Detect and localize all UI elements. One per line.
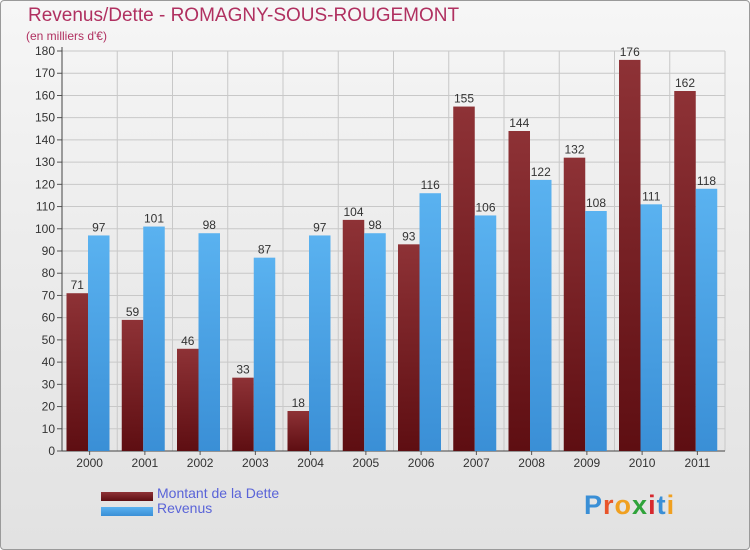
- bar-dette-2004: [287, 411, 309, 451]
- data-label-revenus-2003: 87: [258, 243, 272, 257]
- ytick-label: 140: [35, 133, 55, 147]
- ytick-label: 20: [42, 400, 56, 414]
- ytick-label: 100: [35, 222, 55, 236]
- bar-revenus-2002: [198, 233, 220, 451]
- data-label-revenus-2011: 118: [697, 174, 716, 188]
- data-label-dette-2001: 59: [126, 305, 140, 319]
- logo-letter: t: [656, 490, 667, 520]
- xtick-label: 2005: [353, 456, 380, 470]
- data-label-dette-2007: 155: [454, 92, 474, 106]
- xtick-label: 2002: [187, 456, 214, 470]
- data-label-dette-2005: 104: [343, 205, 363, 219]
- logo-letter: r: [603, 490, 615, 520]
- legend-label-dette: Montant de la Dette: [157, 485, 280, 501]
- xtick-label: 2009: [574, 456, 601, 470]
- data-label-dette-2006: 93: [402, 229, 416, 243]
- data-label-dette-2011: 162: [675, 76, 695, 90]
- data-label-revenus-2005: 98: [368, 218, 382, 232]
- data-label-revenus-2009: 108: [586, 196, 606, 210]
- xtick-label: 2003: [242, 456, 269, 470]
- xtick-label: 2004: [297, 456, 324, 470]
- data-label-dette-2004: 18: [292, 396, 306, 410]
- ytick-label: 170: [35, 66, 55, 80]
- bar-revenus-2010: [640, 204, 662, 451]
- bar-revenus-2008: [530, 179, 552, 451]
- data-label-revenus-2007: 106: [475, 200, 495, 214]
- logo-letter: x: [632, 490, 649, 520]
- data-label-dette-2010: 176: [620, 45, 640, 59]
- bar-revenus-2004: [309, 235, 331, 451]
- xtick-label: 2007: [463, 456, 490, 470]
- bar-revenus-2001: [143, 226, 165, 451]
- data-label-revenus-2006: 116: [421, 178, 440, 192]
- bar-dette-2007: [453, 106, 475, 452]
- bar-revenus-2005: [364, 233, 386, 451]
- data-label-dette-2009: 132: [564, 143, 584, 157]
- legend-swatch-revenus: [101, 507, 153, 516]
- legend-swatch-dette: [101, 492, 153, 501]
- data-label-revenus-2001: 101: [144, 212, 164, 226]
- xtick-label: 2006: [408, 456, 435, 470]
- ytick-label: 120: [35, 177, 55, 191]
- bar-revenus-2011: [695, 188, 718, 451]
- bar-dette-2005: [342, 219, 365, 451]
- bar-revenus-2000: [88, 235, 110, 451]
- ytick-label: 160: [35, 88, 55, 102]
- data-label-dette-2002: 46: [181, 334, 195, 348]
- data-label-dette-2008: 144: [509, 116, 529, 130]
- data-label-dette-2003: 33: [236, 363, 250, 377]
- bar-revenus-2007: [474, 215, 497, 451]
- data-label-revenus-2000: 97: [92, 220, 106, 234]
- bar-dette-2002: [177, 348, 199, 451]
- ytick-label: 130: [35, 155, 55, 169]
- ytick-label: 80: [42, 266, 56, 280]
- proxiti-logo: Proxiti: [584, 490, 675, 521]
- bar-dette-2008: [508, 131, 530, 451]
- ytick-label: 110: [36, 200, 55, 214]
- bar-dette-2011: [674, 91, 696, 451]
- logo-letter: i: [666, 490, 676, 520]
- bar-dette-2010: [619, 59, 641, 452]
- ytick-label: 50: [42, 333, 56, 347]
- bar-dette-2003: [232, 377, 254, 451]
- bar-dette-2001: [121, 319, 144, 451]
- data-label-revenus-2008: 122: [531, 165, 551, 179]
- ytick-label: 10: [42, 422, 56, 436]
- xtick-label: 2011: [684, 456, 710, 470]
- ytick-label: 150: [35, 111, 55, 125]
- xtick-label: 2001: [132, 456, 159, 470]
- xtick-label: 2010: [629, 456, 656, 470]
- ytick-label: 70: [42, 288, 56, 302]
- ytick-label: 180: [35, 44, 55, 58]
- ytick-label: 40: [42, 355, 56, 369]
- bar-revenus-2003: [253, 257, 276, 451]
- bar-dette-2009: [563, 157, 586, 451]
- logo-letter: i: [648, 490, 657, 520]
- bar-dette-2006: [398, 244, 420, 451]
- data-label-revenus-2004: 97: [313, 220, 327, 234]
- logo-letter: o: [614, 490, 633, 520]
- xtick-label: 2008: [518, 456, 545, 470]
- xtick-label: 2000: [76, 456, 103, 470]
- bar-revenus-2009: [585, 211, 607, 451]
- bar-dette-2000: [66, 293, 88, 451]
- logo-letter: P: [584, 490, 604, 520]
- data-label-revenus-2010: 111: [642, 189, 661, 203]
- chart-subtitle: (en milliers d'€): [26, 29, 107, 43]
- bar-revenus-2006: [419, 193, 441, 451]
- ytick-label: 60: [42, 311, 56, 325]
- ytick-label: 0: [48, 444, 55, 458]
- data-label-dette-2000: 71: [71, 278, 85, 292]
- ytick-label: 90: [42, 244, 56, 258]
- ytick-label: 30: [42, 377, 56, 391]
- chart-title: Revenus/Dette - ROMAGNY-SOUS-ROUGEMONT: [28, 5, 460, 26]
- data-label-revenus-2002: 98: [203, 218, 217, 232]
- legend-label-revenus: Revenus: [157, 500, 213, 516]
